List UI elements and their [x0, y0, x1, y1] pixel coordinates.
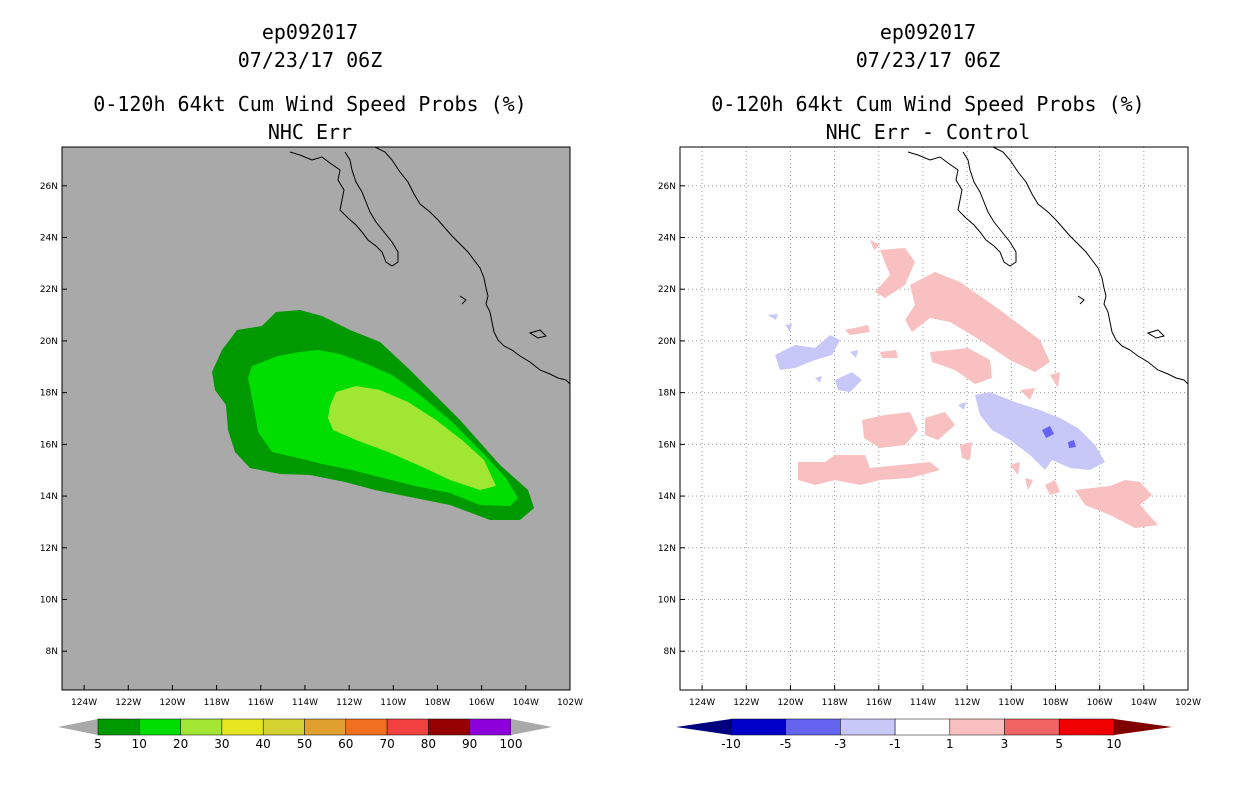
y-tick-label: 24N: [40, 234, 58, 244]
x-tick-label: 104W: [513, 698, 539, 708]
left-panel-label: NHC Err: [267, 120, 353, 144]
left-contour-20: [328, 386, 496, 490]
x-tick-label: 122W: [115, 698, 141, 708]
x-tick-label: 118W: [204, 698, 230, 708]
left-island: [528, 329, 547, 339]
left-map-frame: [61, 146, 571, 691]
left-coastline-baja: [289, 151, 399, 267]
y-tick-label: 18N: [40, 389, 58, 399]
x-tick-label: 108W: [424, 698, 450, 708]
x-tick-label: 106W: [469, 698, 495, 708]
y-tick-label: 20N: [40, 337, 58, 347]
left-title-storm: ep092017: [261, 20, 359, 44]
left-title-time: 07/23/17 06Z: [237, 48, 383, 72]
x-tick-label: 112W: [336, 698, 362, 708]
y-tick-label: 22N: [40, 285, 58, 295]
x-tick-label: 120W: [159, 698, 185, 708]
right-title-time: 07/23/17 06Z: [855, 48, 1001, 72]
left-axis-ticks: 124W 122W 120W 118W 116W 114W 112W 110W 108W 106W…: [40, 182, 583, 708]
x-tick-label: 114W: [292, 698, 318, 708]
x-tick-label: 116W: [248, 698, 274, 708]
y-tick-label: 26N: [40, 182, 58, 192]
y-tick-label: 10N: [40, 596, 58, 606]
left-coastline-mainland: [374, 146, 571, 385]
right-title-storm: ep092017: [879, 20, 977, 44]
x-tick-label: 110W: [380, 698, 406, 708]
y-tick-label: 12N: [40, 544, 58, 554]
right-subtitle: 0-120h 64kt Cum Wind Speed Probs (%): [711, 92, 1145, 116]
y-tick-label: 16N: [40, 440, 58, 450]
left-island-small: [459, 295, 467, 305]
x-tick-label: 102W: [557, 698, 583, 708]
left-subtitle: 0-120h 64kt Cum Wind Speed Probs (%): [93, 92, 527, 116]
x-tick-label: 124W: [71, 698, 97, 708]
y-tick-label: 14N: [40, 492, 58, 502]
right-panel-label: NHC Err - Control: [825, 120, 1031, 144]
y-tick-label: 8N: [46, 647, 58, 657]
